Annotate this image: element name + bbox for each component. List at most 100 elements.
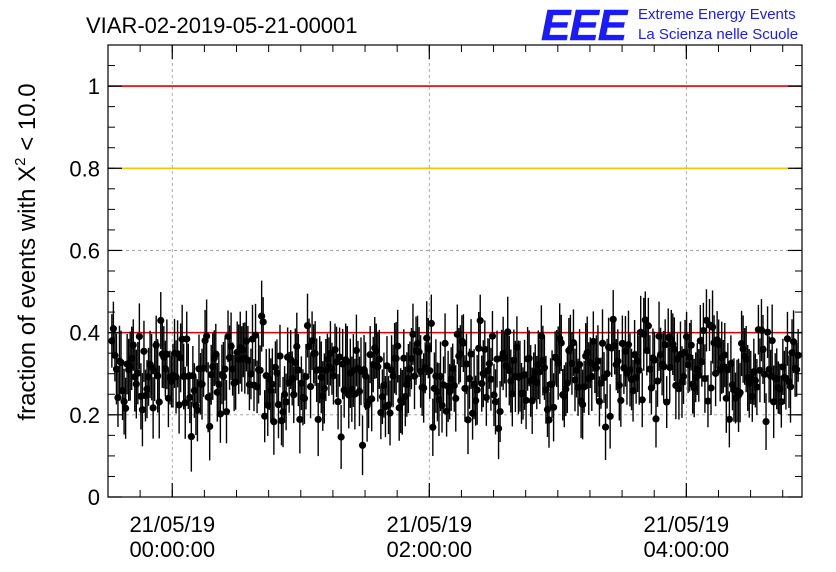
data-point	[398, 398, 406, 406]
data-point	[282, 398, 290, 406]
data-point	[368, 395, 376, 403]
y-tick-label: 0.4	[69, 321, 100, 346]
data-point	[163, 350, 171, 358]
data-point	[427, 319, 435, 328]
data-point	[296, 415, 304, 424]
data-point	[222, 408, 231, 416]
chart-title: VIAR-02-2019-05-21-00001	[86, 13, 358, 38]
data-point	[219, 372, 228, 381]
data-point	[134, 369, 142, 377]
data-point	[261, 412, 269, 420]
data-point	[595, 397, 604, 405]
data-point	[614, 357, 622, 365]
data-point	[438, 401, 446, 409]
data-point	[120, 398, 128, 406]
data-point	[406, 365, 414, 373]
data-point	[268, 380, 276, 388]
data-point	[135, 332, 143, 341]
data-point	[129, 341, 137, 349]
data-point	[660, 362, 668, 370]
data-point	[562, 385, 570, 393]
data-point	[504, 328, 512, 336]
data-point	[450, 381, 458, 390]
data-point	[294, 366, 302, 374]
y-axis-label-suffix: < 10.0	[14, 83, 41, 157]
data-point	[400, 354, 408, 362]
x-tick-label-date: 21/05/19	[129, 512, 215, 537]
x-tick-label-time: 02:00:00	[386, 537, 472, 562]
data-point	[594, 357, 602, 365]
data-point	[251, 331, 260, 339]
data-point	[592, 364, 600, 372]
y-tick-label: 0.8	[69, 156, 100, 181]
data-point	[459, 339, 468, 347]
data-point	[290, 391, 298, 399]
data-point	[415, 348, 423, 356]
data-point	[186, 393, 194, 402]
data-point	[536, 368, 544, 376]
data-point	[383, 362, 391, 370]
x-axis-ticks: 21/05/1900:00:0021/05/1902:00:0021/05/19…	[107, 45, 784, 562]
data-point	[374, 363, 382, 371]
eee-logo-line1: Extreme Energy Events	[638, 6, 796, 23]
data-point	[206, 422, 214, 431]
data-point	[751, 376, 759, 385]
data-point	[644, 322, 652, 330]
data-point	[724, 366, 732, 374]
data-point	[698, 358, 706, 366]
data-point	[227, 342, 235, 350]
data-point	[452, 394, 460, 403]
data-point	[256, 366, 264, 374]
data-point	[473, 386, 481, 394]
data-point	[314, 415, 322, 424]
eee-logo: EEE Extreme Energy Events La Scienza nel…	[541, 1, 798, 51]
data-point	[420, 384, 428, 392]
data-point	[216, 410, 224, 418]
data-point	[149, 404, 157, 412]
data-point	[355, 387, 364, 395]
data-point	[320, 384, 328, 393]
x-tick-label-time: 00:00:00	[129, 537, 215, 562]
data-point	[276, 352, 284, 360]
data-point	[462, 360, 471, 368]
data-point	[721, 351, 729, 359]
data-point	[305, 343, 313, 351]
grid-lines	[108, 45, 802, 497]
data-point	[181, 399, 189, 407]
eee-logo-letters: EEE	[541, 1, 629, 50]
data-point	[487, 375, 495, 383]
data-point	[117, 358, 125, 367]
data-point	[588, 372, 596, 381]
data-point	[481, 345, 489, 353]
data-point	[783, 335, 792, 343]
data-point	[725, 415, 733, 423]
data-point	[193, 406, 202, 414]
data-point	[293, 342, 301, 351]
data-point	[394, 342, 402, 350]
data-point	[465, 375, 474, 383]
x-tick-label-date: 21/05/19	[386, 512, 472, 537]
data-point	[175, 401, 183, 409]
data-point	[409, 330, 417, 338]
data-point	[157, 316, 165, 325]
data-point	[679, 372, 688, 380]
plot-frame	[107, 44, 803, 498]
data-point	[280, 390, 289, 399]
data-point	[410, 372, 419, 380]
data-point	[699, 327, 707, 335]
data-point	[198, 380, 206, 388]
data-point	[155, 398, 163, 406]
data-point	[777, 398, 785, 406]
data-point	[569, 339, 578, 347]
data-point	[152, 341, 160, 349]
data-point	[352, 346, 361, 355]
data-point	[793, 366, 801, 374]
y-tick-label: 0.2	[69, 403, 100, 428]
data-point	[606, 412, 614, 420]
data-point	[545, 416, 553, 424]
data-point	[557, 339, 565, 347]
data-point	[464, 416, 472, 424]
data-point	[423, 334, 431, 342]
data-point	[154, 372, 162, 380]
data-point	[624, 341, 633, 349]
